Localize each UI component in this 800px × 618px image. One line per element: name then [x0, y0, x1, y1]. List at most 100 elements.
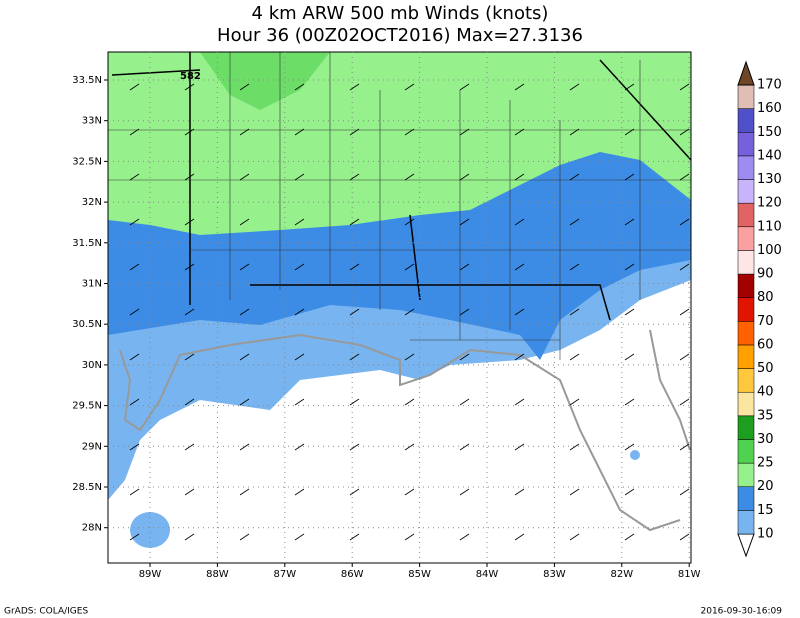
wind-barb [349, 83, 360, 91]
lon-label: 83W [543, 569, 566, 580]
wind-barb [129, 353, 140, 361]
lat-label: 33N [82, 116, 102, 127]
lat-label: 30N [82, 360, 102, 371]
colorbar-label: 20 [757, 479, 774, 494]
wind-barb [514, 443, 525, 451]
wind-barb [184, 83, 195, 91]
colorbar-label: 50 [757, 361, 774, 376]
wind-barb [459, 398, 470, 406]
wind-barb [459, 128, 470, 136]
wind-barb [129, 443, 140, 451]
colorbar-label: 150 [757, 125, 782, 140]
lat-label: 30.5N [72, 319, 102, 330]
wind-barb [404, 533, 415, 541]
wind-barb [459, 83, 470, 91]
wind-barb [349, 443, 360, 451]
lat-label: 28N [82, 523, 102, 534]
colorbar-box [737, 273, 755, 298]
wind-barb [349, 308, 360, 316]
wind-barb [129, 488, 140, 496]
colorbar-label: 80 [757, 290, 774, 305]
colorbar-low [737, 533, 755, 558]
wind-barb [624, 353, 635, 361]
colorbar-box [737, 108, 755, 133]
wind-barb [569, 128, 580, 136]
colorbar-box [737, 250, 755, 275]
wind-barb [404, 353, 415, 361]
footer-right: 2016-09-30-16:09 [701, 607, 783, 617]
county-lines [108, 52, 691, 360]
wind-barb [459, 353, 470, 361]
colorbar-label: 70 [757, 314, 774, 329]
wind-barb [184, 533, 195, 541]
colorbar-label: 25 [757, 456, 774, 471]
wind-barb [349, 173, 360, 181]
wind-barb [624, 263, 635, 271]
wind-barb [129, 398, 140, 406]
wind-barb [239, 308, 250, 316]
colorbar-box [737, 486, 755, 511]
wind-barb [349, 488, 360, 496]
colorbar-high [737, 60, 755, 86]
lon-label: 84W [476, 569, 499, 580]
wind-barb [569, 443, 580, 451]
shade-dark-green [200, 52, 330, 110]
map [108, 52, 692, 563]
wind-barb [624, 128, 635, 136]
wind-barb [679, 353, 690, 361]
wind-barb [569, 218, 580, 226]
colorbar-box [737, 297, 755, 322]
wind-barb [184, 443, 195, 451]
wind-barb [679, 443, 690, 451]
wind-barb [294, 488, 305, 496]
wind-barb [404, 488, 415, 496]
colorbar-box [737, 439, 755, 464]
colorbar-label: 35 [757, 408, 774, 423]
colorbar-label: 100 [757, 243, 782, 258]
wind-barb [569, 398, 580, 406]
colorbar-label: 170 [757, 78, 782, 93]
colorbar-box [737, 84, 755, 109]
colorbar-label: 30 [757, 432, 774, 447]
colorbar-box [737, 462, 755, 487]
wind-barb [129, 263, 140, 271]
map-frame [107, 51, 692, 564]
title-line2: Hour 36 (00Z02OCT2016) Max=27.3136 [217, 25, 583, 46]
shade-blob [130, 512, 170, 548]
lat-label: 31.5N [72, 238, 102, 249]
wind-barb [624, 533, 635, 541]
wind-barb [459, 308, 470, 316]
lat-label: 31N [82, 279, 102, 290]
wind-barb [129, 83, 140, 91]
wind-barb [514, 533, 525, 541]
wind-barb [569, 263, 580, 271]
wind-barb [349, 533, 360, 541]
wind-barb [459, 173, 470, 181]
colorbar-box [737, 344, 755, 369]
wind-barb [624, 398, 635, 406]
wind-barb [239, 533, 250, 541]
colorbar-box [737, 179, 755, 204]
lon-label: 82W [610, 569, 633, 580]
lon-label: 85W [408, 569, 431, 580]
wind-barb [679, 488, 690, 496]
lon-label: 89W [139, 569, 162, 580]
colorbar-box [737, 510, 755, 535]
wind-barb [404, 443, 415, 451]
colorbar-box [737, 391, 755, 417]
wind-barb [239, 353, 250, 361]
colorbar-label: 15 [757, 503, 774, 518]
wind-barb [349, 398, 360, 406]
wind-barb [294, 443, 305, 451]
lat-label: 32N [82, 197, 102, 208]
wind-barb [129, 533, 140, 541]
state-border [111, 52, 692, 321]
wind-barb [459, 533, 470, 541]
wind-barb [239, 263, 250, 271]
colorbar-label: 10 [757, 527, 774, 542]
wind-barb [679, 533, 690, 541]
colorbar-label: 120 [757, 196, 782, 211]
coastline [119, 329, 691, 532]
wind-barb [514, 173, 525, 181]
colorbar-label: 60 [757, 337, 774, 352]
